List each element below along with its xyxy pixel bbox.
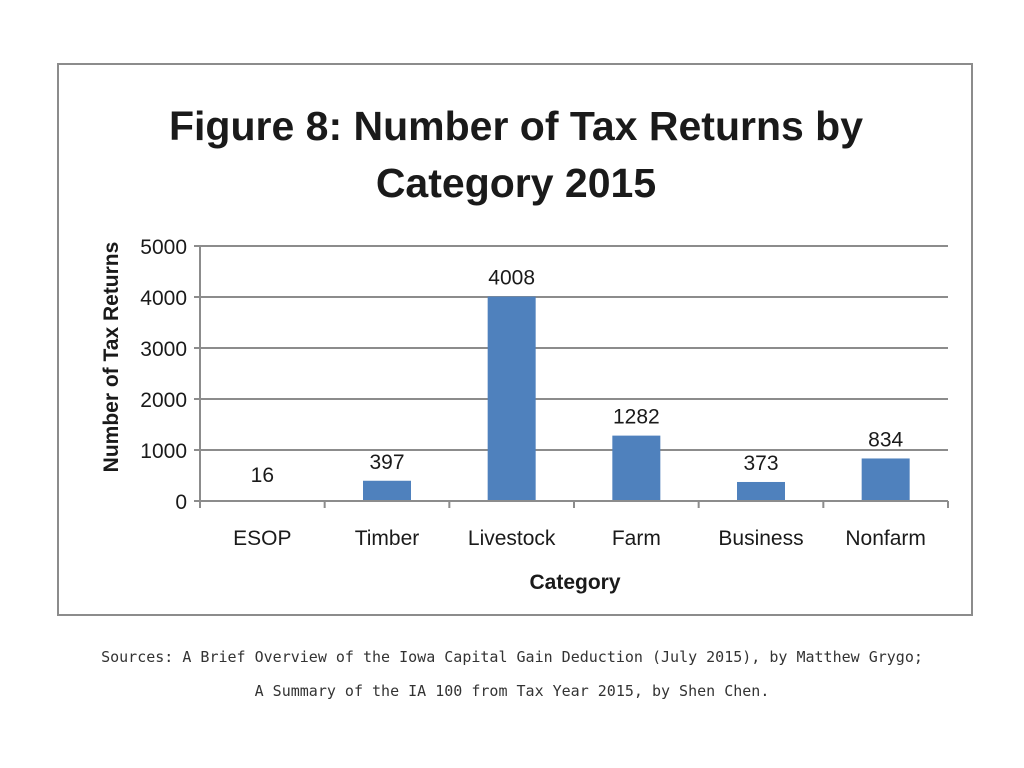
x-tick-label: ESOP — [233, 527, 291, 550]
bar-chart: Figure 8: Number of Tax Returns by Categ… — [100, 103, 949, 594]
bar-livestock — [487, 296, 536, 501]
y-tick-label: 2000 — [140, 389, 187, 412]
data-label: 1282 — [613, 406, 660, 429]
y-tick-label: 5000 — [140, 236, 187, 259]
y-tick-labels: 0 1000 2000 3000 4000 5000 — [140, 236, 200, 514]
y-tick-label: 3000 — [140, 338, 187, 361]
x-axis-title: Category — [529, 571, 620, 594]
chart-title-line-1: Figure 8: Number of Tax Returns by — [169, 103, 863, 149]
data-label: 834 — [868, 428, 903, 451]
data-label: 373 — [743, 452, 778, 475]
bars: 16 397 4008 1282 373 834 — [238, 267, 910, 501]
bar-business — [737, 481, 785, 501]
bar-nonfarm — [861, 458, 910, 501]
x-axis: ESOP Timber Livestock Farm Business Nonfarm — [199, 246, 949, 550]
sources-line-1: Sources: A Brief Overview of the Iowa Ca… — [101, 648, 923, 666]
bar-farm — [612, 435, 661, 501]
y-tick-label: 4000 — [140, 287, 187, 310]
bar-timber — [363, 480, 411, 501]
sources-line-2: A Summary of the IA 100 from Tax Year 20… — [254, 682, 770, 700]
x-tick-label: Livestock — [468, 527, 556, 550]
chart-title-line-2: Category 2015 — [376, 160, 656, 206]
y-axis-title: Number of Tax Returns — [100, 242, 123, 473]
data-label: 4008 — [488, 267, 535, 290]
x-tick-label: Nonfarm — [845, 527, 926, 550]
x-tick-label: Timber — [355, 527, 420, 550]
data-label: 397 — [369, 451, 404, 474]
data-label: 16 — [251, 464, 274, 487]
y-tick-label: 1000 — [140, 440, 187, 463]
y-tick-label: 0 — [175, 491, 187, 514]
x-tick-label: Business — [718, 527, 803, 550]
x-tick-label: Farm — [612, 527, 661, 550]
gridlines — [200, 245, 948, 451]
